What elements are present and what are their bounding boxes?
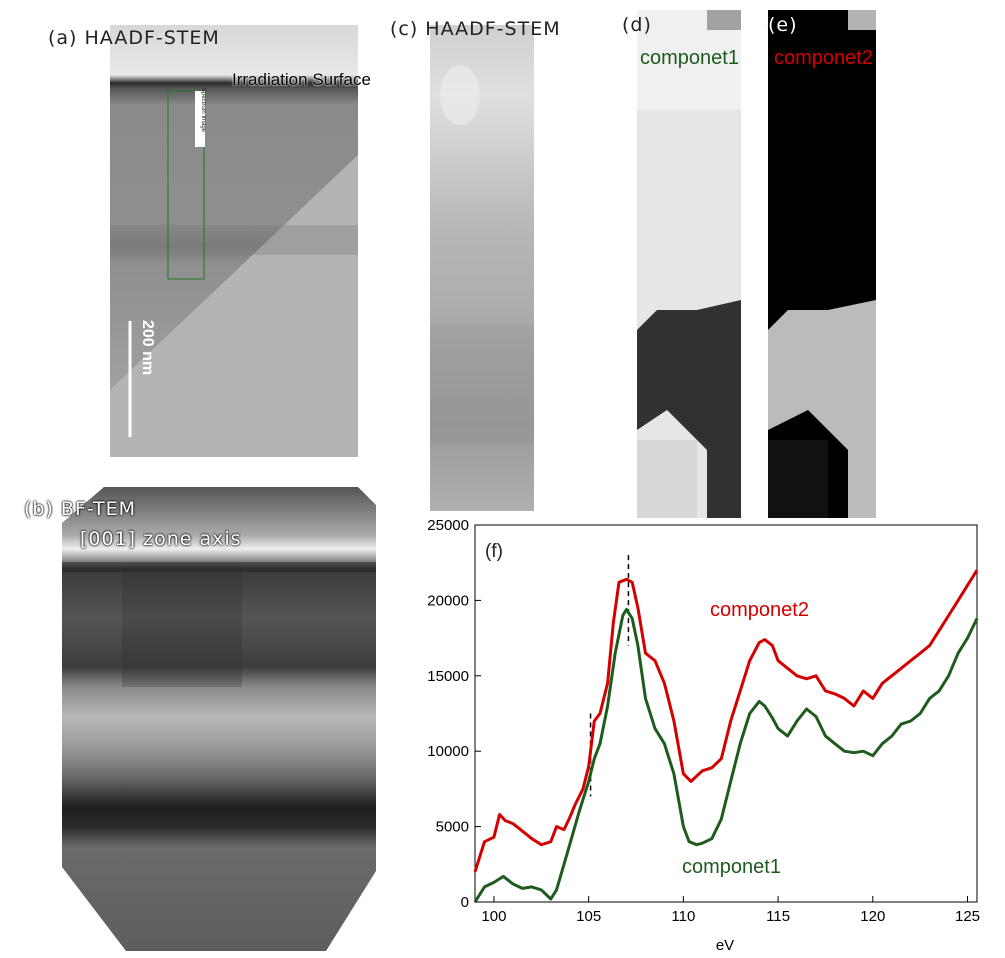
- reference-lines: [589, 555, 630, 797]
- series-line-componet2: [473, 569, 979, 873]
- haadf-stem-image-c: [430, 25, 534, 511]
- axis-layer: 100 105 110 115 120 125 0 5000 10000 15000 20000 25…: [427, 517, 980, 925]
- x-tick-label: 115: [766, 908, 790, 925]
- plot-frame: [474, 524, 978, 903]
- damage-band: [110, 225, 358, 255]
- series-line-componet1: [473, 607, 979, 903]
- y-tick-label: 20000: [427, 592, 469, 609]
- panel-a-label: (a) HAADF-STEM: [48, 27, 220, 49]
- scale-bar-label: 200 nm: [139, 320, 156, 376]
- haadf-stem-image-a: [110, 25, 358, 457]
- series-label-componet1: componet1: [682, 856, 781, 878]
- panel-d-label: (d): [622, 14, 652, 36]
- y-tick-label: 0: [461, 894, 469, 911]
- component2-map-e: [768, 10, 876, 518]
- x-tick-label: 110: [671, 908, 695, 925]
- irradiation-surface-label: Irradiation Surface: [232, 70, 371, 89]
- panel-b-label: (b) BF-TEM: [24, 498, 137, 520]
- y-tick-label: 15000: [427, 668, 469, 685]
- y-tick-label: 10000: [427, 743, 469, 760]
- lighter-substrate-region: [110, 155, 358, 457]
- haadf-wedge-overlay: [110, 90, 358, 457]
- bf-tem-image-b: [62, 487, 376, 951]
- component2-map-title: componet2: [774, 47, 873, 69]
- roi-tag: Spectrum Image: [200, 88, 206, 133]
- spectrum-image-roi: [167, 90, 205, 280]
- panel-f-label: (f): [485, 541, 503, 562]
- y-tick-label: 5000: [436, 819, 469, 836]
- x-axis-label: eV: [716, 937, 734, 954]
- zone-axis-label: [001] zone axis: [80, 528, 242, 550]
- panel-c-label: (c) HAADF-STEM: [390, 18, 561, 40]
- series-layer: [473, 569, 979, 903]
- series-label-componet2: componet2: [710, 599, 809, 621]
- x-tick-label: 120: [860, 908, 885, 925]
- component1-map-title: componet1: [640, 47, 739, 69]
- x-tick-label: 125: [955, 908, 980, 925]
- component1-map-d: [637, 10, 741, 518]
- bf-tem-texture: [62, 562, 376, 687]
- component1-map-texture: [637, 10, 741, 518]
- panel-e-label: (e): [768, 14, 798, 36]
- eels-spectrum-chart: 100 105 110 115 120 125 0 5000 10000 15000 20000 25…: [427, 517, 980, 954]
- component2-map-texture: [768, 10, 876, 518]
- y-tick-label: 25000: [427, 517, 469, 534]
- haadf-c-texture: [430, 65, 534, 445]
- x-tick-label: 105: [576, 908, 601, 925]
- x-tick-label: 100: [481, 908, 506, 925]
- roi-tag-bg: [195, 91, 205, 147]
